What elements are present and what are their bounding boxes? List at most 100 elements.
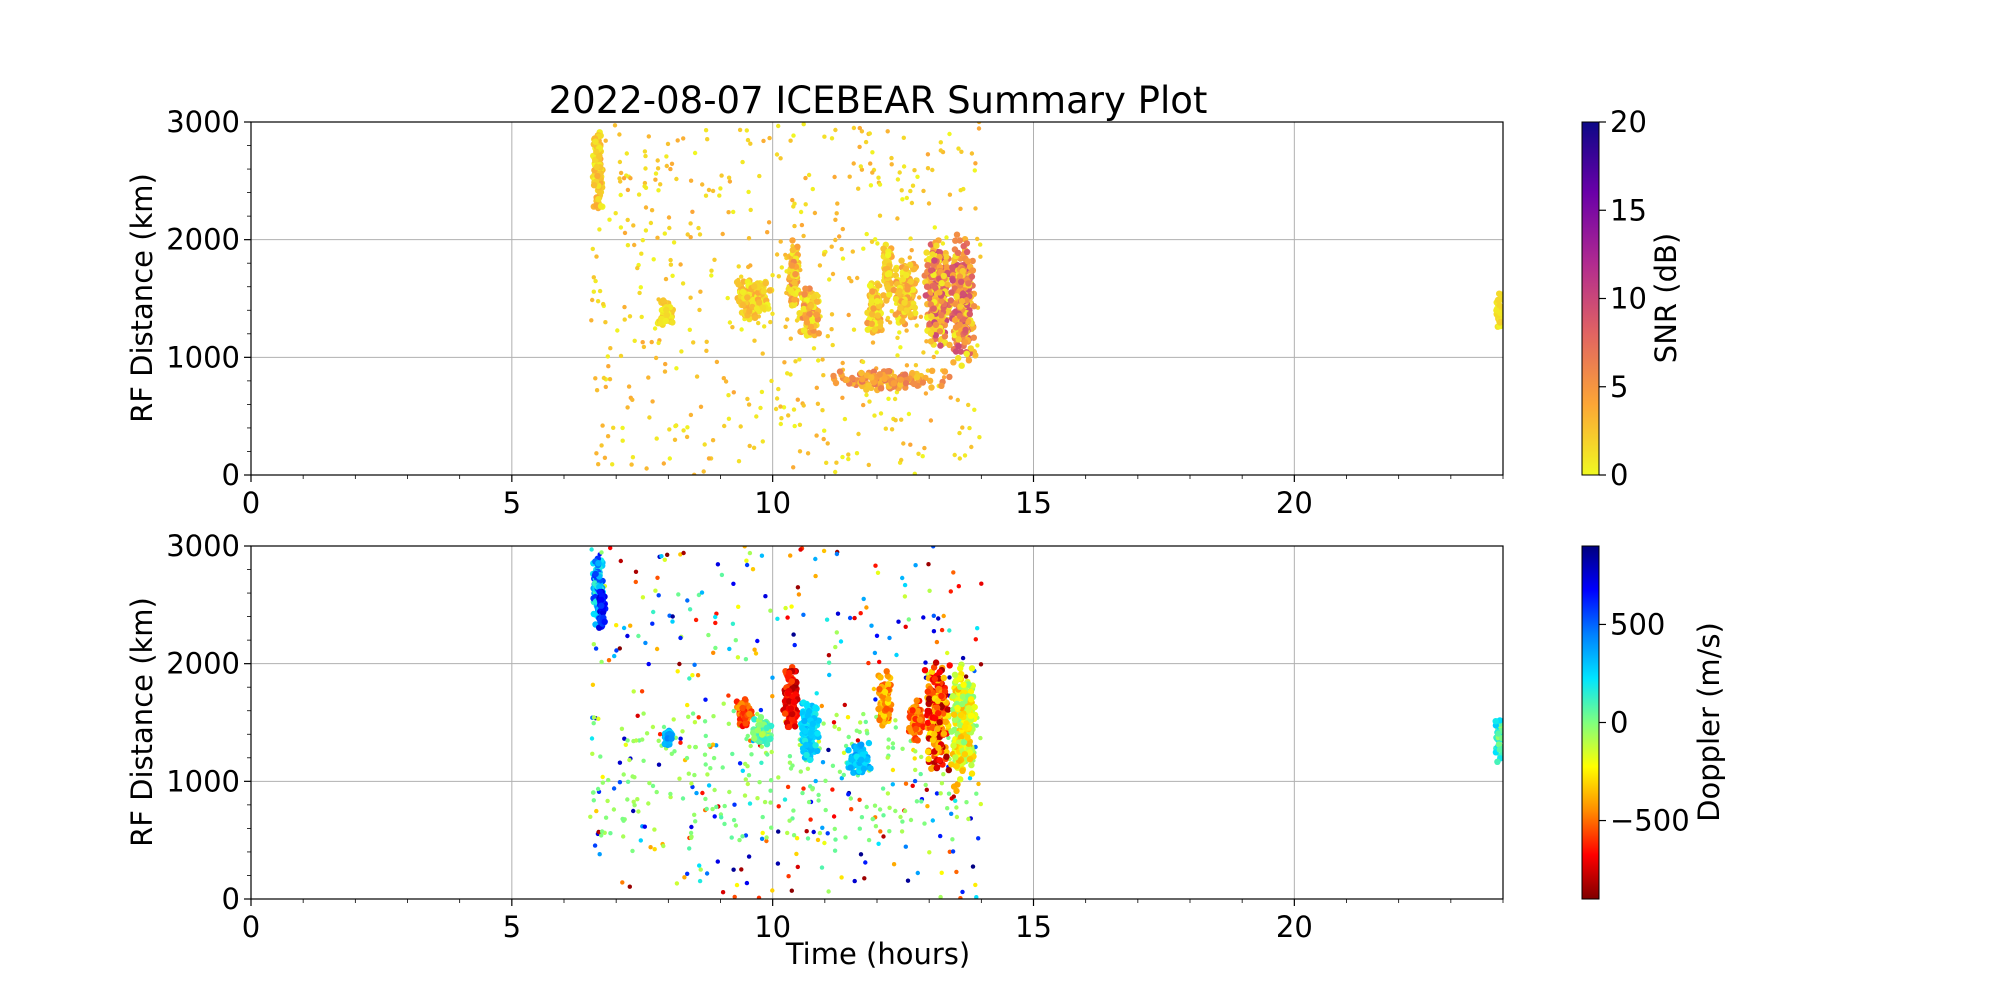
data-point: [659, 554, 664, 559]
data-point: [921, 350, 926, 355]
data-point: [596, 462, 601, 467]
data-point: [625, 633, 630, 639]
data-point: [746, 236, 752, 241]
data-point: [621, 772, 626, 777]
data-point: [934, 350, 939, 355]
data-point: [763, 724, 770, 732]
data-point: [696, 225, 701, 231]
data-point: [605, 434, 611, 439]
data-point: [909, 248, 914, 253]
data-point: [590, 297, 595, 303]
data-point: [979, 581, 984, 586]
data-point: [723, 379, 729, 384]
data-point: [632, 803, 637, 808]
data-point: [706, 187, 712, 193]
data-point: [878, 411, 884, 416]
data-point: [671, 717, 676, 722]
data-point: [719, 173, 724, 178]
data-point: [965, 318, 972, 325]
data-point: [959, 290, 967, 297]
data-point: [863, 139, 869, 145]
data-point: [663, 306, 670, 313]
data-point: [631, 799, 636, 804]
data-point: [608, 831, 613, 836]
data-point: [814, 298, 821, 305]
data-point: [654, 436, 659, 441]
data-point: [705, 137, 710, 142]
data-point: [785, 371, 790, 376]
data-point: [750, 567, 756, 572]
data-point: [754, 414, 759, 419]
data-point: [778, 404, 783, 409]
data-point: [887, 829, 892, 834]
data-point: [1496, 290, 1503, 297]
data-point: [889, 309, 894, 314]
data-point: [768, 788, 773, 793]
data-point: [840, 395, 845, 400]
data-point: [975, 343, 980, 348]
data-point: [870, 340, 876, 345]
data-point: [871, 326, 878, 333]
data-point: [755, 796, 760, 801]
data-point: [1493, 307, 1500, 314]
data-point: [786, 874, 791, 879]
data-point: [941, 368, 949, 375]
data-point: [702, 442, 707, 447]
data-point: [642, 184, 647, 189]
data-point: [786, 698, 793, 705]
data-point: [690, 673, 695, 678]
data-point: [954, 814, 960, 820]
data-point: [825, 441, 830, 446]
data-point: [676, 592, 681, 597]
data-point: [885, 791, 891, 796]
data-point: [958, 896, 963, 899]
data-point: [929, 736, 937, 744]
data-point: [945, 806, 950, 811]
data-point: [591, 275, 596, 280]
data-point: [948, 761, 955, 768]
data-point: [854, 728, 859, 733]
data-point: [802, 727, 809, 735]
data-point: [617, 132, 622, 137]
data-point: [665, 141, 671, 147]
data-point: [892, 295, 900, 303]
data-point: [847, 174, 852, 179]
data-point: [822, 134, 827, 139]
data-point: [813, 778, 818, 784]
x-tick-label: 20: [1276, 910, 1313, 944]
data-point: [856, 431, 861, 437]
data-point: [868, 320, 875, 327]
data-point: [870, 150, 875, 155]
data-point: [668, 791, 673, 797]
chart-title: 2022-08-07 ICEBEAR Summary Plot: [549, 79, 1208, 122]
data-point: [680, 281, 686, 286]
data-point: [651, 257, 656, 262]
data-point: [712, 814, 717, 819]
data-point: [791, 808, 796, 813]
data-point: [876, 371, 883, 378]
data-point: [826, 653, 832, 658]
data-point: [865, 731, 870, 736]
data-point: [682, 875, 687, 880]
data-point: [748, 141, 753, 146]
data-point: [973, 882, 978, 888]
snr-colorbar: 0 5 10 15 20 SNR (dB): [1581, 105, 1683, 492]
data-point: [883, 426, 888, 431]
data-point: [978, 254, 983, 259]
data-point: [817, 830, 823, 836]
data-point: [730, 621, 736, 626]
data-point: [607, 377, 613, 382]
data-point: [736, 264, 741, 269]
data-point: [751, 314, 759, 321]
data-point: [946, 341, 953, 349]
data-point: [962, 326, 969, 333]
data-point: [678, 635, 683, 641]
y-tick-label: 3000: [166, 529, 240, 563]
data-point: [936, 757, 943, 764]
data-point: [864, 392, 869, 398]
data-point: [779, 265, 784, 270]
data-point: [641, 758, 646, 763]
data-point: [971, 703, 978, 711]
